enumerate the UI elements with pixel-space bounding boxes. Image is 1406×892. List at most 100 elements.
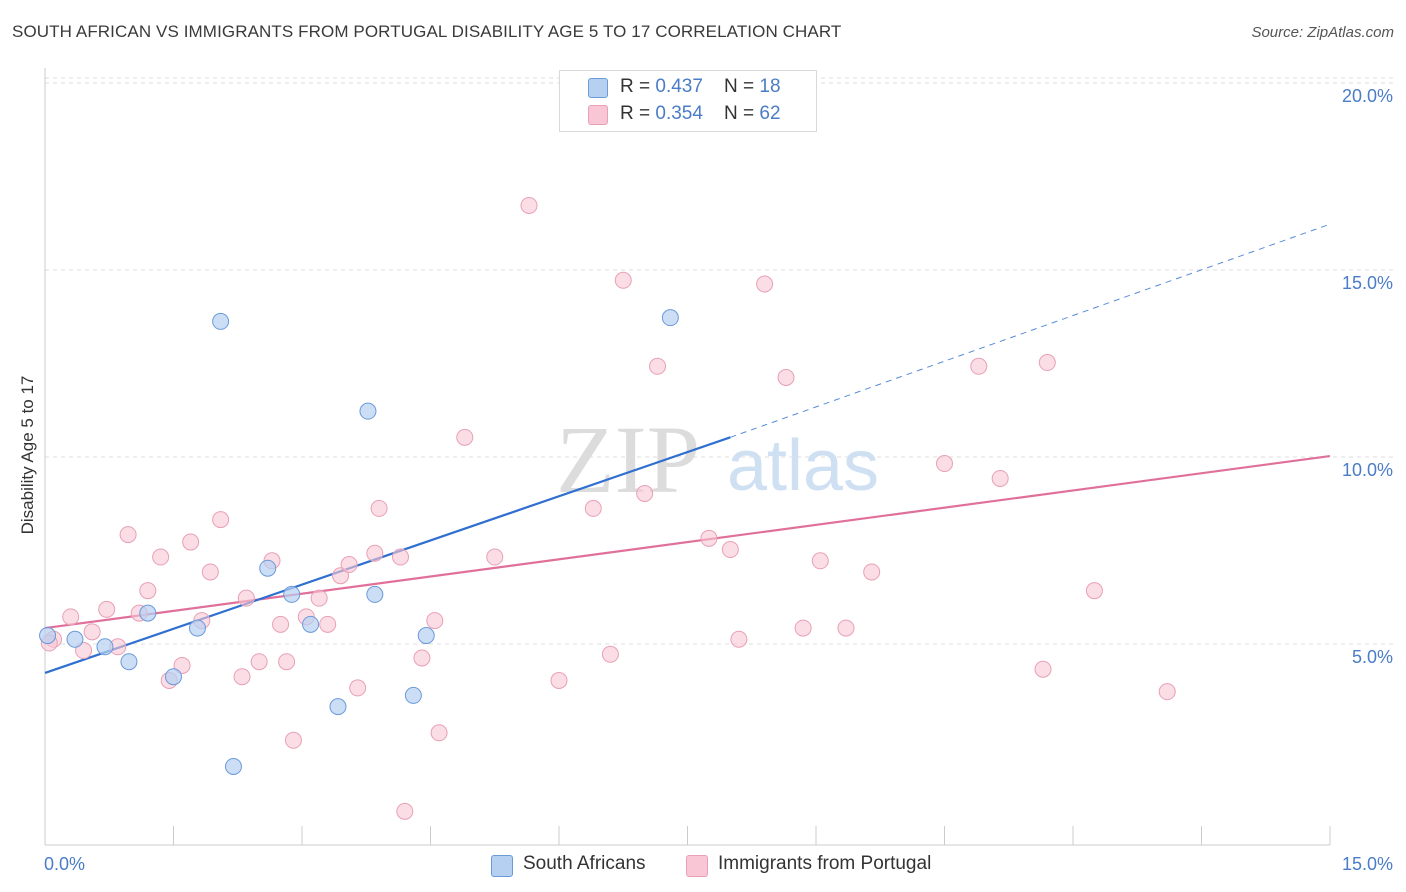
r-value: 0.354 <box>655 103 703 124</box>
portugal-point <box>370 499 388 517</box>
portugal-point <box>730 630 748 648</box>
n-label: N = <box>724 76 760 97</box>
r-label: R = <box>620 103 656 124</box>
south-africans-point <box>224 757 242 775</box>
portugal-point <box>636 484 654 502</box>
portugal-point <box>456 428 474 446</box>
south-africans-trend-extension <box>730 223 1331 438</box>
portugal-point <box>520 196 538 214</box>
portugal-point <box>1085 582 1103 600</box>
portugal-point <box>340 556 358 573</box>
south-africans-point <box>188 619 206 637</box>
portugal-point <box>837 619 855 637</box>
trend-lines <box>44 223 1331 675</box>
n-label: N = <box>724 103 760 124</box>
blue-swatch <box>491 855 513 877</box>
portugal-point <box>426 612 444 630</box>
portugal-point <box>1038 354 1056 372</box>
x-tick-label: 15.0% <box>1342 854 1393 874</box>
south-africans-point <box>417 627 435 645</box>
portugal-point <box>794 619 812 637</box>
portugal-point <box>119 526 137 544</box>
portugal-point <box>413 649 431 667</box>
south-africans-point <box>661 309 679 327</box>
portugal-point <box>991 469 1009 487</box>
south-africans-point <box>66 630 84 648</box>
portugal-point <box>237 589 255 607</box>
portugal-point <box>75 642 93 660</box>
south-africans-point <box>283 585 301 603</box>
portugal-point <box>98 600 116 618</box>
y-tick-label: 10.0% <box>1342 460 1393 480</box>
portugal-point <box>272 615 290 633</box>
south-africans-point <box>302 615 320 633</box>
portugal-point <box>284 731 302 749</box>
legend-label: South Africans <box>523 853 646 874</box>
stats-legend: R = 0.437 N = 18 R = 0.354 N = 62 <box>559 70 817 132</box>
portugal-point <box>201 563 219 581</box>
pink-swatch <box>686 855 708 877</box>
y-axis-label: Disability Age 5 to 17 <box>18 375 37 535</box>
south-africans-point <box>259 559 277 577</box>
portugal-point <box>430 724 448 742</box>
portugal-point <box>1158 683 1176 701</box>
south-africans-point <box>366 585 384 603</box>
watermark-zip: ZIP <box>556 406 700 513</box>
n-value: 62 <box>759 103 781 124</box>
blue-swatch <box>588 78 608 98</box>
south-africans-point <box>359 402 377 420</box>
pink-swatch <box>588 105 608 125</box>
portugal-point <box>700 529 718 547</box>
south-africans-point <box>212 312 230 330</box>
portugal-point <box>83 623 101 641</box>
portugal-point <box>550 671 568 689</box>
portugal-point <box>863 563 881 581</box>
south-africans-point <box>139 604 157 622</box>
portugal-point <box>1034 660 1052 678</box>
south-africans-point <box>120 653 138 671</box>
portugal-point <box>139 582 157 600</box>
portugal-point <box>332 567 350 585</box>
portugal-point <box>721 541 739 559</box>
portugal-point <box>649 357 667 375</box>
portugal-point <box>182 533 200 551</box>
source-label: Source: ZipAtlas.com <box>1251 24 1394 41</box>
r-value: 0.437 <box>655 76 703 97</box>
portugal-point <box>756 275 774 293</box>
r-label: R = <box>620 76 656 97</box>
y-tick-label: 5.0% <box>1352 647 1393 667</box>
portugal-point <box>349 679 367 697</box>
portugal-point <box>601 645 619 663</box>
portugal-point <box>233 668 251 686</box>
portugal-point <box>278 653 296 671</box>
portugal-point <box>936 455 953 473</box>
portugal-point <box>392 548 410 566</box>
south-africans-point <box>96 638 114 656</box>
portugal-point <box>366 544 384 562</box>
tick-labels: 5.0% 10.0% 15.0% 20.0% 0.0% 15.0% <box>44 86 1393 874</box>
x-tick-label: 0.0% <box>44 854 85 874</box>
south-africans-trend-line <box>44 436 731 675</box>
grid-lines <box>45 77 1395 645</box>
y-tick-label: 15.0% <box>1342 273 1393 293</box>
south-africans-point <box>404 686 422 704</box>
chart-title: SOUTH AFRICAN VS IMMIGRANTS FROM PORTUGA… <box>12 22 842 41</box>
axes <box>44 68 1331 846</box>
portugal-point <box>614 271 632 289</box>
y-tick-label: 20.0% <box>1342 86 1393 106</box>
series-legend: South Africans Immigrants from Portugal <box>0 853 1406 877</box>
watermark-atlas: atlas <box>727 426 879 506</box>
south-africans-point <box>165 668 182 686</box>
portugal-point <box>319 615 337 633</box>
portugal-point <box>970 357 988 375</box>
portugal-point <box>62 608 80 626</box>
portugal-point <box>173 656 191 674</box>
south-africans-point <box>329 698 347 716</box>
portugal-point <box>212 511 230 529</box>
portugal-point <box>486 548 504 566</box>
portugal-point <box>584 499 602 517</box>
legend-label: Immigrants from Portugal <box>718 853 932 874</box>
portugal-point <box>250 653 268 671</box>
watermark: ZIP atlas <box>556 406 879 513</box>
